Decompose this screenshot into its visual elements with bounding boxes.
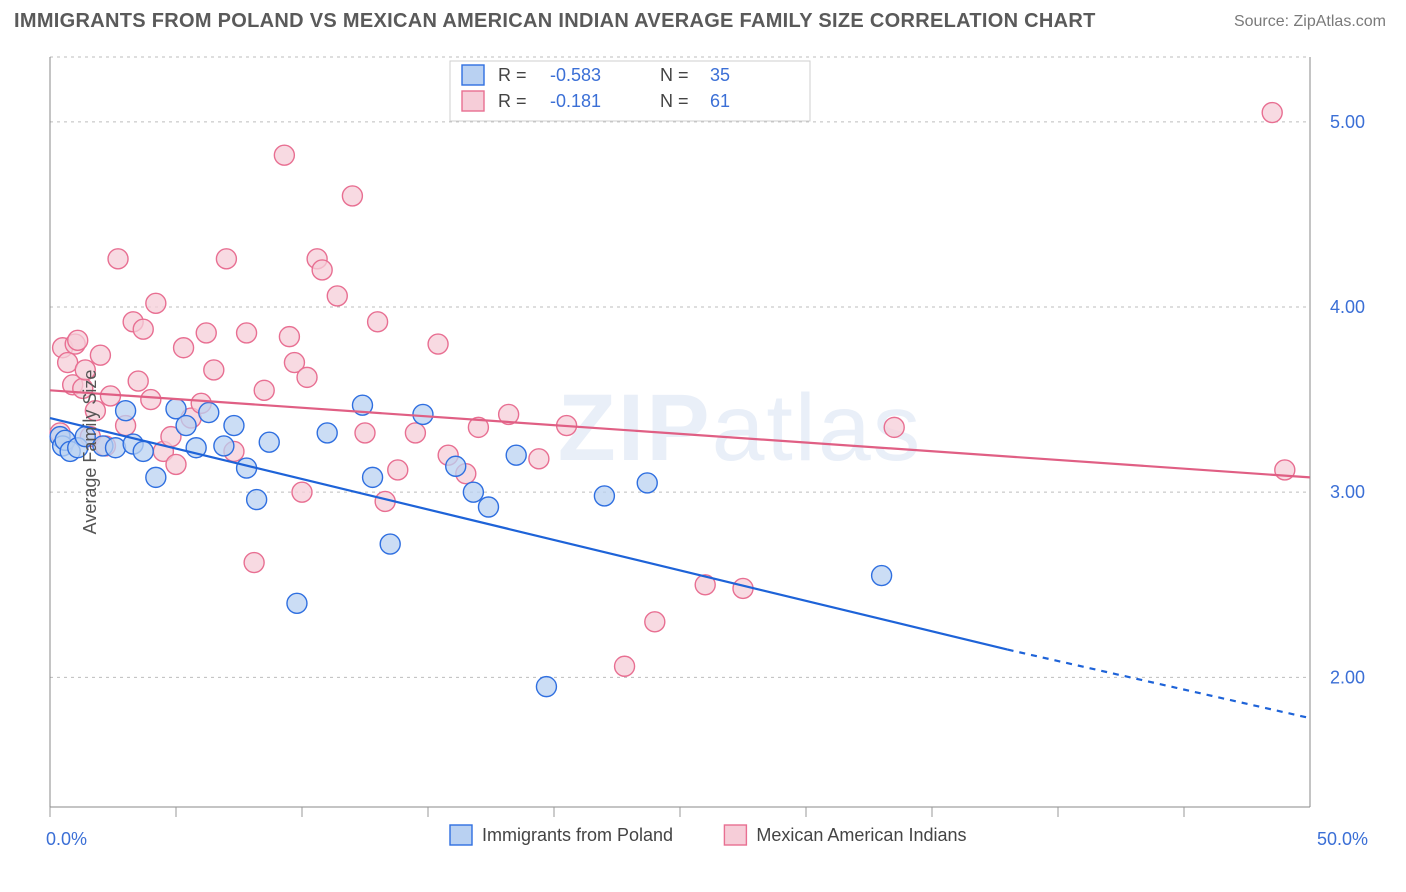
chart-area: Average Family Size ZIPatlas 2.00 3.00 4.00… bbox=[0, 37, 1406, 867]
bottom-legend-label: Mexican American Indians bbox=[756, 825, 966, 845]
poland-marker bbox=[478, 497, 498, 517]
mexican-marker bbox=[254, 380, 274, 400]
poland-trend-line-dash bbox=[1008, 650, 1310, 719]
chart-title: IMMIGRANTS FROM POLAND VS MEXICAN AMERIC… bbox=[14, 10, 1096, 33]
mexican-marker bbox=[204, 360, 224, 380]
y-tick-label: 2.00 bbox=[1330, 667, 1365, 687]
mexican-marker bbox=[615, 656, 635, 676]
mexican-marker bbox=[405, 423, 425, 443]
poland-marker bbox=[413, 404, 433, 424]
legend-r-value: -0.583 bbox=[550, 65, 601, 85]
mexican-marker bbox=[368, 312, 388, 332]
mexican-marker bbox=[216, 249, 236, 269]
x-label-right: 50.0% bbox=[1317, 829, 1368, 849]
legend-n-label: N = bbox=[660, 65, 689, 85]
legend-r-label: R = bbox=[498, 91, 527, 111]
source-prefix: Source: bbox=[1234, 13, 1294, 30]
mexican-marker bbox=[733, 578, 753, 598]
mexican-marker bbox=[128, 371, 148, 391]
mexican-marker bbox=[388, 460, 408, 480]
poland-marker bbox=[106, 438, 126, 458]
poland-marker bbox=[176, 416, 196, 436]
legend-n-label: N = bbox=[660, 91, 689, 111]
poland-marker bbox=[259, 432, 279, 452]
mexican-marker bbox=[645, 612, 665, 632]
mexican-marker bbox=[133, 319, 153, 339]
bottom-legend-swatch bbox=[450, 825, 472, 845]
mexican-marker bbox=[884, 417, 904, 437]
poland-marker bbox=[287, 593, 307, 613]
bottom-legend-label: Immigrants from Poland bbox=[482, 825, 673, 845]
poland-marker bbox=[224, 416, 244, 436]
mexican-marker bbox=[244, 553, 264, 573]
poland-marker bbox=[594, 486, 614, 506]
poland-marker bbox=[146, 467, 166, 487]
legend-n-value: 35 bbox=[710, 65, 730, 85]
poland-marker bbox=[247, 490, 267, 510]
mexican-marker bbox=[108, 249, 128, 269]
legend-swatch bbox=[462, 91, 484, 111]
mexican-marker bbox=[292, 482, 312, 502]
chart-header: IMMIGRANTS FROM POLAND VS MEXICAN AMERIC… bbox=[0, 0, 1406, 37]
poland-marker bbox=[317, 423, 337, 443]
mexican-marker bbox=[174, 338, 194, 358]
mexican-marker bbox=[68, 330, 88, 350]
mexican-marker bbox=[166, 454, 186, 474]
bottom-legend-swatch bbox=[724, 825, 746, 845]
mexican-marker bbox=[355, 423, 375, 443]
mexican-marker bbox=[279, 327, 299, 347]
mexican-marker bbox=[529, 449, 549, 469]
poland-marker bbox=[536, 677, 556, 697]
poland-marker bbox=[380, 534, 400, 554]
poland-marker bbox=[637, 473, 657, 493]
mexican-marker bbox=[428, 334, 448, 354]
legend-n-value: 61 bbox=[710, 91, 730, 111]
bottom-legend: Immigrants from Poland Mexican American I… bbox=[450, 825, 967, 845]
mexican-marker bbox=[146, 293, 166, 313]
watermark: ZIPatlas bbox=[558, 375, 922, 481]
source-label: Source: ZipAtlas.com bbox=[1234, 13, 1386, 31]
poland-marker bbox=[133, 441, 153, 461]
mexican-marker bbox=[297, 367, 317, 387]
legend-r-label: R = bbox=[498, 65, 527, 85]
mexican-marker bbox=[327, 286, 347, 306]
x-label-left: 0.0% bbox=[46, 829, 87, 849]
mexican-marker bbox=[1262, 103, 1282, 123]
poland-marker bbox=[872, 566, 892, 586]
y-tick-label: 5.00 bbox=[1330, 112, 1365, 132]
legend-r-value: -0.181 bbox=[550, 91, 601, 111]
y-tick-label: 3.00 bbox=[1330, 482, 1365, 502]
poland-marker bbox=[506, 445, 526, 465]
mexican-marker bbox=[274, 145, 294, 165]
poland-marker bbox=[214, 436, 234, 456]
mexican-marker bbox=[196, 323, 216, 343]
mexican-marker bbox=[312, 260, 332, 280]
poland-marker bbox=[446, 456, 466, 476]
y-tick-label: 4.00 bbox=[1330, 297, 1365, 317]
source-name: ZipAtlas.com bbox=[1294, 13, 1386, 30]
scatter-chart: ZIPatlas 2.00 3.00 4.00 5.00 0.0% 50.0% R = -0.5… bbox=[0, 37, 1406, 867]
mexican-marker bbox=[342, 186, 362, 206]
poland-marker bbox=[116, 401, 136, 421]
poland-marker bbox=[363, 467, 383, 487]
poland-marker bbox=[199, 403, 219, 423]
y-axis-label: Average Family Size bbox=[80, 370, 101, 535]
mexican-marker bbox=[90, 345, 110, 365]
mexican-marker bbox=[237, 323, 257, 343]
mexican-marker bbox=[141, 390, 161, 410]
legend-swatch bbox=[462, 65, 484, 85]
poland-marker bbox=[463, 482, 483, 502]
